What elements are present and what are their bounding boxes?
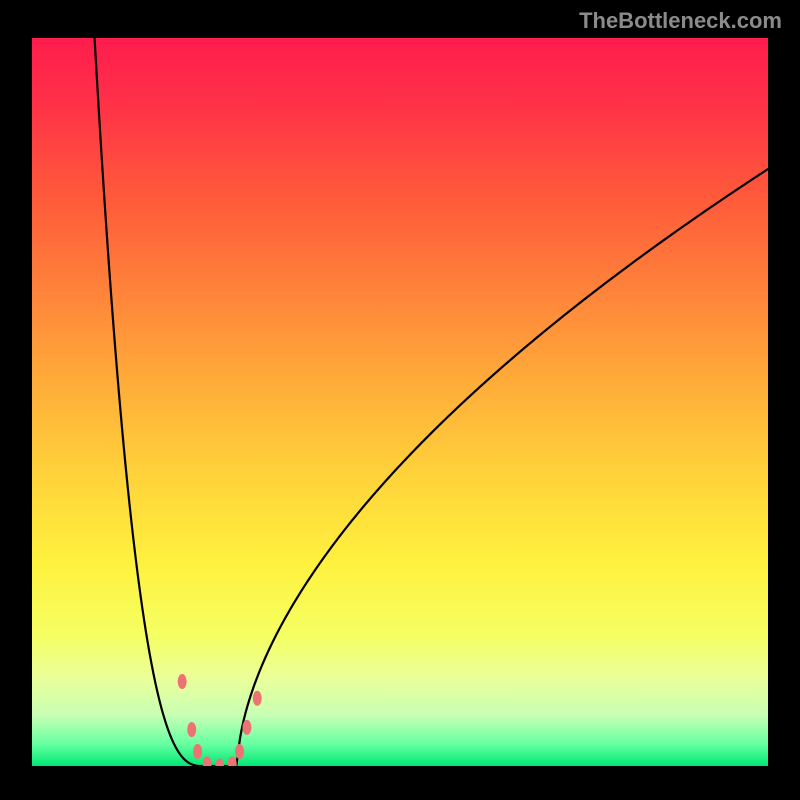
plot-area [32,38,768,766]
gradient-background [32,38,768,766]
marker-point [242,720,251,735]
watermark-text: TheBottleneck.com [579,8,782,34]
marker-point [187,722,196,737]
marker-point [253,691,262,706]
plot-svg [32,38,768,766]
marker-point [235,744,244,759]
marker-point [193,744,202,759]
marker-point [178,674,187,689]
